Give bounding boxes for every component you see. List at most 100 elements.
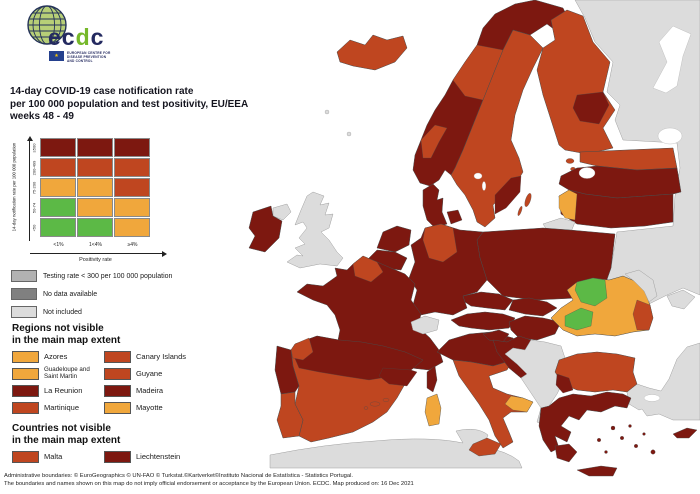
matrix-cell bbox=[77, 138, 113, 157]
legend-label: Malta bbox=[44, 451, 63, 461]
ecdc-logo: ecdc ★ EUROPEAN CENTRE FOR DISEASE PREVE… bbox=[22, 2, 132, 66]
map-region-netherlands bbox=[376, 225, 412, 253]
map-region-portugal-north bbox=[274, 345, 300, 395]
legend-swatch bbox=[12, 384, 39, 397]
map-region-peloponnese bbox=[554, 443, 578, 463]
map-region-slovakia bbox=[508, 297, 558, 317]
matrix-cell bbox=[77, 218, 113, 237]
legend-swatch bbox=[12, 350, 39, 363]
map-region-bulgaria-southwest bbox=[555, 373, 574, 394]
title-line-3: weeks 48 - 49 bbox=[10, 111, 74, 122]
y-axis-arrow-icon bbox=[26, 136, 33, 141]
map-region-northern-ireland bbox=[272, 203, 292, 221]
legend-item: Madeira bbox=[104, 384, 227, 397]
europe-map bbox=[248, 0, 700, 477]
countries-section: Countries not visible in the main map ex… bbox=[12, 423, 227, 463]
legend-item: Not included bbox=[11, 306, 172, 318]
legend-item: Guadeloupe and Saint Martin bbox=[12, 366, 104, 380]
map-region-sweden-southeast bbox=[494, 175, 522, 215]
legend-label: Canary Islands bbox=[136, 351, 187, 361]
matrix-col-label: 1<4% bbox=[89, 242, 102, 248]
matrix-x-axis-label: Positivity rate bbox=[79, 257, 112, 263]
legend-label: Liechtenstein bbox=[136, 451, 181, 461]
matrix-cell bbox=[114, 218, 150, 237]
map-region-turkey bbox=[626, 342, 700, 421]
ecdc-wordmark: ecdc bbox=[48, 24, 105, 50]
matrix-cell bbox=[40, 218, 76, 237]
legend-label: Guadeloupe and Saint Martin bbox=[44, 366, 90, 380]
matrix-cell bbox=[40, 158, 76, 177]
legend-item: Guyane bbox=[104, 367, 227, 380]
map-region-north-africa bbox=[269, 428, 523, 469]
legend-swatch bbox=[12, 367, 39, 380]
matrix-cell bbox=[77, 158, 113, 177]
map-region-romania-northeast bbox=[574, 277, 608, 307]
legend-item: La Reunion bbox=[12, 384, 104, 397]
risk-matrix-legend: 14-day notification rate per 100 000 pop… bbox=[10, 136, 185, 266]
map-region-corsica bbox=[426, 365, 438, 393]
legend-swatch bbox=[11, 288, 37, 300]
y-axis-line bbox=[29, 141, 30, 241]
title-line-1: 14-day COVID-19 case notification rate bbox=[10, 86, 194, 97]
matrix-cell bbox=[114, 158, 150, 177]
legend-item: Mayotte bbox=[104, 401, 227, 414]
ecdc-org-name: EUROPEAN CENTRE FOR DISEASE PREVENTION A… bbox=[67, 51, 111, 63]
matrix-col-label: <1% bbox=[53, 242, 64, 248]
map-region-norway-west bbox=[420, 124, 448, 159]
map-region-oland bbox=[517, 206, 523, 216]
lake-ladoga bbox=[657, 127, 683, 145]
legend-item: Testing rate < 300 per 100 000 populatio… bbox=[11, 270, 172, 282]
matrix-cell bbox=[77, 178, 113, 197]
legend-item: Malta bbox=[12, 450, 104, 463]
legend-item: Canary Islands bbox=[104, 350, 227, 363]
x-axis-line bbox=[30, 253, 162, 254]
map-region-moldova bbox=[624, 269, 658, 303]
matrix-cell bbox=[77, 198, 113, 217]
legend-swatch bbox=[104, 384, 131, 397]
map-region-czechia bbox=[462, 291, 514, 311]
matrix-col-labels: <1% 1<4% ≥4% bbox=[40, 242, 151, 248]
map-region-sicily bbox=[468, 437, 502, 457]
legend-label: Madeira bbox=[136, 385, 164, 395]
legend-swatch bbox=[104, 450, 131, 463]
legend-swatch bbox=[12, 401, 39, 414]
title-line-2: per 100 000 population and test positivi… bbox=[10, 98, 249, 110]
map-region-aegean-islands bbox=[597, 424, 656, 455]
map-region-sweden bbox=[450, 29, 544, 228]
map-region-lithuania bbox=[558, 189, 674, 229]
gulf-of-riga bbox=[578, 167, 596, 179]
map-region-faroe bbox=[324, 109, 330, 115]
regions-heading: Regions not visible in the main map exte… bbox=[12, 323, 121, 346]
matrix-row-label: 50-74 bbox=[31, 202, 37, 214]
matrix-col-label: ≥4% bbox=[127, 242, 138, 248]
map-region-denmark bbox=[422, 183, 448, 229]
legend-label: Azores bbox=[44, 351, 68, 361]
map-region-iceland bbox=[336, 34, 408, 71]
map-region-greece bbox=[538, 391, 632, 453]
map-region-romania-center bbox=[564, 307, 594, 331]
map-region-balearics bbox=[363, 398, 390, 410]
map-region-finland-central bbox=[572, 91, 610, 125]
map-region-portugal-south bbox=[276, 391, 304, 439]
legend-item: Martinique bbox=[12, 401, 104, 414]
map-title: 14-day COVID-19 case notification rate p… bbox=[10, 86, 248, 124]
legend-swatch bbox=[11, 306, 37, 318]
legend-swatch bbox=[104, 367, 131, 380]
map-footnote: Administrative boundaries: © EuroGeograp… bbox=[4, 473, 414, 487]
map-region-germany-north bbox=[422, 223, 458, 263]
map-region-cyprus bbox=[672, 427, 698, 439]
map-region-spain-northeast bbox=[378, 367, 418, 387]
x-axis-arrow-icon bbox=[162, 250, 167, 257]
globe-icon bbox=[27, 5, 67, 45]
map-region-ireland bbox=[248, 205, 283, 253]
matrix-row-label: 200-499 bbox=[31, 160, 37, 176]
map-region-slovenia bbox=[482, 329, 510, 343]
map-region-austria bbox=[450, 311, 516, 331]
map-region-crete bbox=[576, 465, 618, 477]
status-legend: Testing rate < 300 per 100 000 populatio… bbox=[11, 270, 172, 324]
map-region-france-north bbox=[352, 255, 384, 283]
map-region-romania-coast bbox=[632, 299, 654, 331]
countries-heading: Countries not visible in the main map ex… bbox=[12, 423, 121, 446]
map-region-switzerland bbox=[410, 315, 440, 335]
